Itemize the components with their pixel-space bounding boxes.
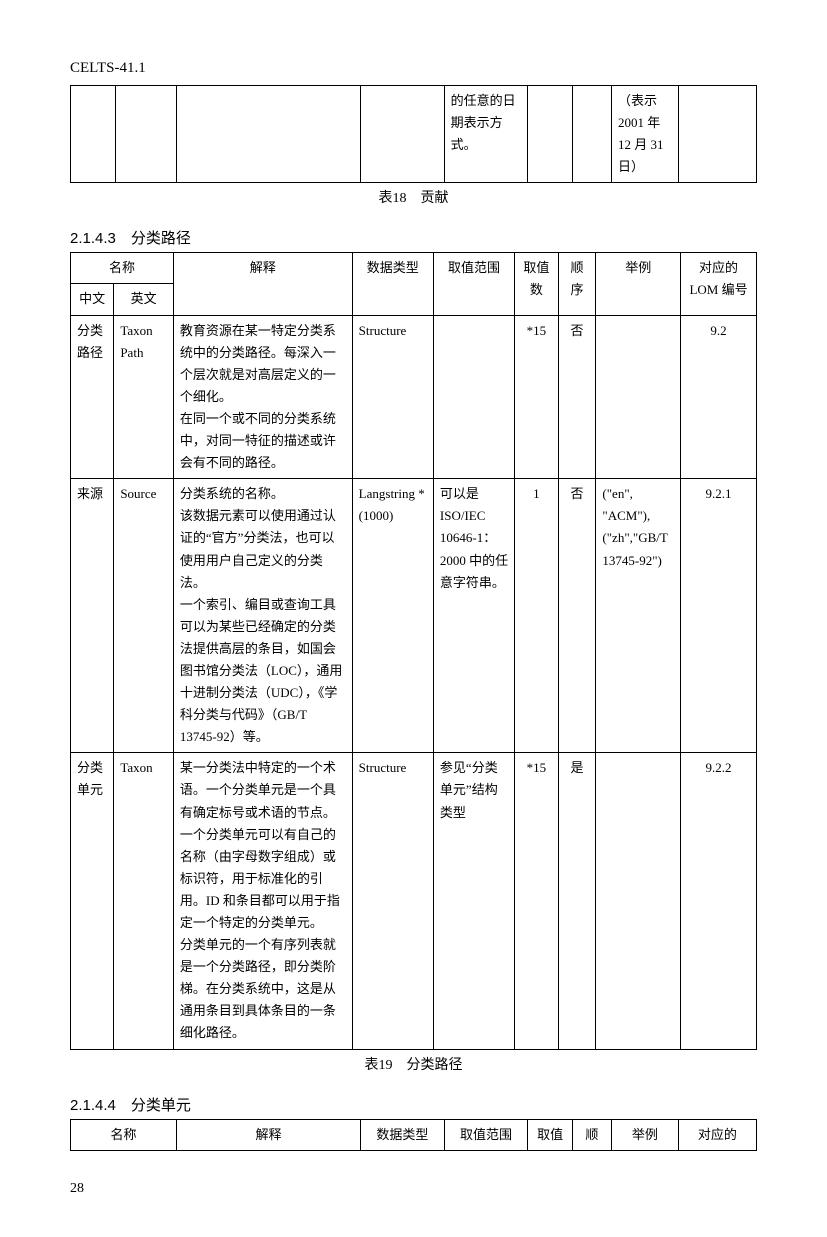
cell: ("en", "ACM"),("zh","GB/T 13745-92") (596, 479, 681, 753)
th-count: 取值数 (515, 253, 558, 315)
table-header-row-1: 名称 解释 数据类型 取值范围 取值数 顺序 举例 对应的LOM 编号 (71, 253, 757, 284)
th-order: 顺序 (558, 253, 596, 315)
cell: Structure (352, 753, 433, 1049)
cell: 否 (558, 479, 596, 753)
cell (433, 315, 514, 479)
table-19-caption: 表19 分类路径 (70, 1054, 757, 1074)
th-datatype: 数据类型 (361, 1119, 445, 1150)
cell: *15 (515, 315, 558, 479)
table-19: 名称 解释 数据类型 取值范围 取值数 顺序 举例 对应的LOM 编号 中文 英… (70, 252, 757, 1049)
cell: Structure (352, 315, 433, 479)
th-explain: 解释 (176, 1119, 360, 1150)
th-lom: 对应的 (678, 1119, 756, 1150)
cell: 来源 (71, 479, 114, 753)
cell: 9.2.1 (681, 479, 757, 753)
th-example: 举例 (596, 253, 681, 315)
document-id: CELTS-41.1 (70, 60, 757, 77)
cell: 是 (558, 753, 596, 1049)
section-heading-2144: 2.1.4.4 分类单元 (70, 1094, 757, 1115)
cell: 1 (515, 479, 558, 753)
th-name: 名称 (71, 1119, 177, 1150)
table-row: 来源Source分类系统的名称。 该数据元素可以使用通过认证的“官方”分类法，也… (71, 479, 757, 753)
th-explain: 解释 (173, 253, 352, 315)
cell: 可以是ISO/IEC 10646-1：2000 中的任意字符串。 (433, 479, 514, 753)
th-range: 取值范围 (433, 253, 514, 315)
cell: Source (114, 479, 174, 753)
table-row: 分类路径Taxon Path教育资源在某一特定分类系统中的分类路径。每深入一个层… (71, 315, 757, 479)
cell: 教育资源在某一特定分类系统中的分类路径。每深入一个层次就是对高层定义的一个细化。… (173, 315, 352, 479)
table-18-caption: 表18 贡献 (70, 187, 757, 207)
cell: *15 (515, 753, 558, 1049)
th-name: 名称 (71, 253, 174, 284)
th-lom: 对应的LOM 编号 (681, 253, 757, 315)
cell: 分类系统的名称。 该数据元素可以使用通过认证的“官方”分类法，也可以使用用户自己… (173, 479, 352, 753)
table-row: 分类单元Taxon某一分类法中特定的一个术语。一个分类单元是一个具有确定标号或术… (71, 753, 757, 1049)
cell: 否 (558, 315, 596, 479)
cell-range-fragment: 的任意的日期表示方式。 (444, 86, 528, 183)
th-datatype: 数据类型 (352, 253, 433, 315)
cell: Taxon Path (114, 315, 174, 479)
cell: 9.2.2 (681, 753, 757, 1049)
section-heading-2143: 2.1.4.3 分类路径 (70, 227, 757, 248)
cell: 某一分类法中特定的一个术语。一个分类单元是一个具有确定标号或术语的节点。一个分类… (173, 753, 352, 1049)
cell (596, 315, 681, 479)
table-row: 的任意的日期表示方式。 （表示2001 年12 月 31日） (71, 86, 757, 183)
cell-example-fragment: （表示2001 年12 月 31日） (611, 86, 678, 183)
cell (596, 753, 681, 1049)
th-example: 举例 (611, 1119, 678, 1150)
cell: Langstring *(1000) (352, 479, 433, 753)
table-18-fragment: 的任意的日期表示方式。 （表示2001 年12 月 31日） (70, 85, 757, 183)
th-count: 取值 (528, 1119, 573, 1150)
th-name-en: 英文 (114, 284, 174, 315)
page-number: 28 (70, 1181, 757, 1197)
cell: 分类路径 (71, 315, 114, 479)
cell: 分类单元 (71, 753, 114, 1049)
table-header-row: 名称 解释 数据类型 取值范围 取值 顺 举例 对应的 (71, 1119, 757, 1150)
th-name-zh: 中文 (71, 284, 114, 315)
th-range: 取值范围 (444, 1119, 528, 1150)
cell: 参见“分类单元”结构类型 (433, 753, 514, 1049)
th-order: 顺 (572, 1119, 611, 1150)
table-20-header: 名称 解释 数据类型 取值范围 取值 顺 举例 对应的 (70, 1119, 757, 1151)
cell: Taxon (114, 753, 174, 1049)
cell: 9.2 (681, 315, 757, 479)
